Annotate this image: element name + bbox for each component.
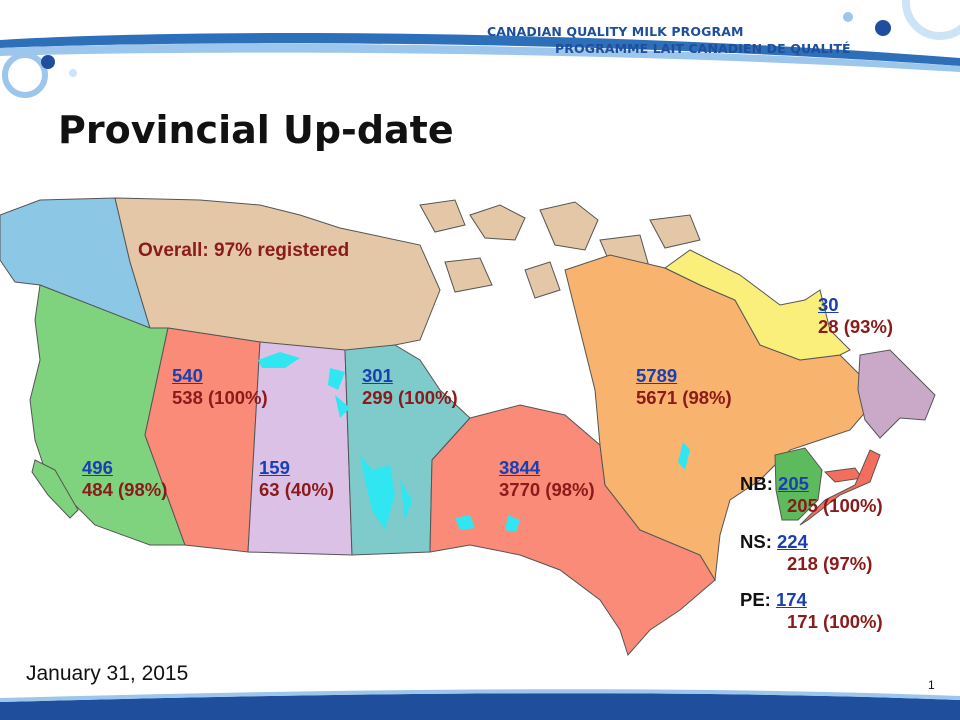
vancouver-island: [31, 459, 79, 519]
label-mb: 301 299 (100%): [362, 365, 458, 409]
on-total-link[interactable]: 3844: [499, 457, 541, 478]
ab-registered: 538 (100%): [172, 387, 268, 408]
label-qc: 5789 5671 (98%): [636, 365, 732, 409]
label-ns: NS: 224 218 (97%): [740, 531, 872, 575]
overall-registration: Overall: 97% registered: [138, 240, 350, 261]
label-nl: 30 28 (93%): [818, 294, 893, 338]
pe-total-link[interactable]: 174: [775, 589, 807, 610]
mb-registered: 299 (100%): [362, 387, 458, 408]
nl-registered: 28 (93%): [818, 316, 894, 337]
slide-date: January 31, 2015: [26, 662, 189, 685]
page-number: 1: [928, 678, 935, 692]
canada-map: [0, 197, 936, 656]
footer-bar: [0, 689, 960, 720]
ns-code: NS:: [740, 531, 772, 552]
qc-registered: 5671 (98%): [636, 387, 732, 408]
qc-total-link[interactable]: 5789: [636, 365, 678, 386]
sk-total-link[interactable]: 159: [259, 457, 290, 478]
mb-total-link[interactable]: 301: [362, 365, 393, 386]
program-name-en: CANADIAN QUALITY MILK PROGRAM: [487, 24, 744, 39]
pe-code: PE:: [740, 589, 771, 610]
nb-registered: 205 (100%): [787, 495, 883, 516]
nb-code: NB:: [740, 473, 773, 494]
nb-total-link[interactable]: 205: [778, 473, 809, 494]
nl-total-link[interactable]: 30: [818, 294, 839, 315]
label-pe: PE: 174 171 (100%): [740, 589, 883, 633]
on-registered: 3770 (98%): [499, 479, 595, 500]
region-new-brunswick: [774, 447, 823, 521]
program-name-fr: PROGRAMME LAIT CANADIEN DE QUALITÉ: [555, 41, 851, 56]
bc-total-link[interactable]: 496: [82, 457, 113, 478]
region-newfoundland: [857, 349, 936, 439]
page-title: Provincial Up-date: [58, 108, 454, 152]
label-bc: 496 484 (98%): [82, 457, 167, 501]
region-nova-scotia: [799, 449, 881, 526]
region-alberta: [144, 327, 261, 553]
ns-total-link[interactable]: 224: [777, 531, 808, 552]
bc-registered: 484 (98%): [82, 479, 168, 500]
label-on: 3844 3770 (98%): [499, 457, 595, 501]
pe-registered: 171 (100%): [787, 611, 883, 632]
label-ab: 540 538 (100%): [172, 365, 268, 409]
ab-total-link[interactable]: 540: [172, 365, 203, 386]
header-swoosh: [0, 0, 960, 98]
region-labrador: [664, 249, 851, 361]
sk-registered: 63 (40%): [259, 479, 335, 500]
label-sk: 159 63 (40%): [259, 457, 334, 501]
label-nb: NB: 205 205 (100%): [740, 473, 883, 517]
ns-registered: 218 (97%): [787, 553, 873, 574]
